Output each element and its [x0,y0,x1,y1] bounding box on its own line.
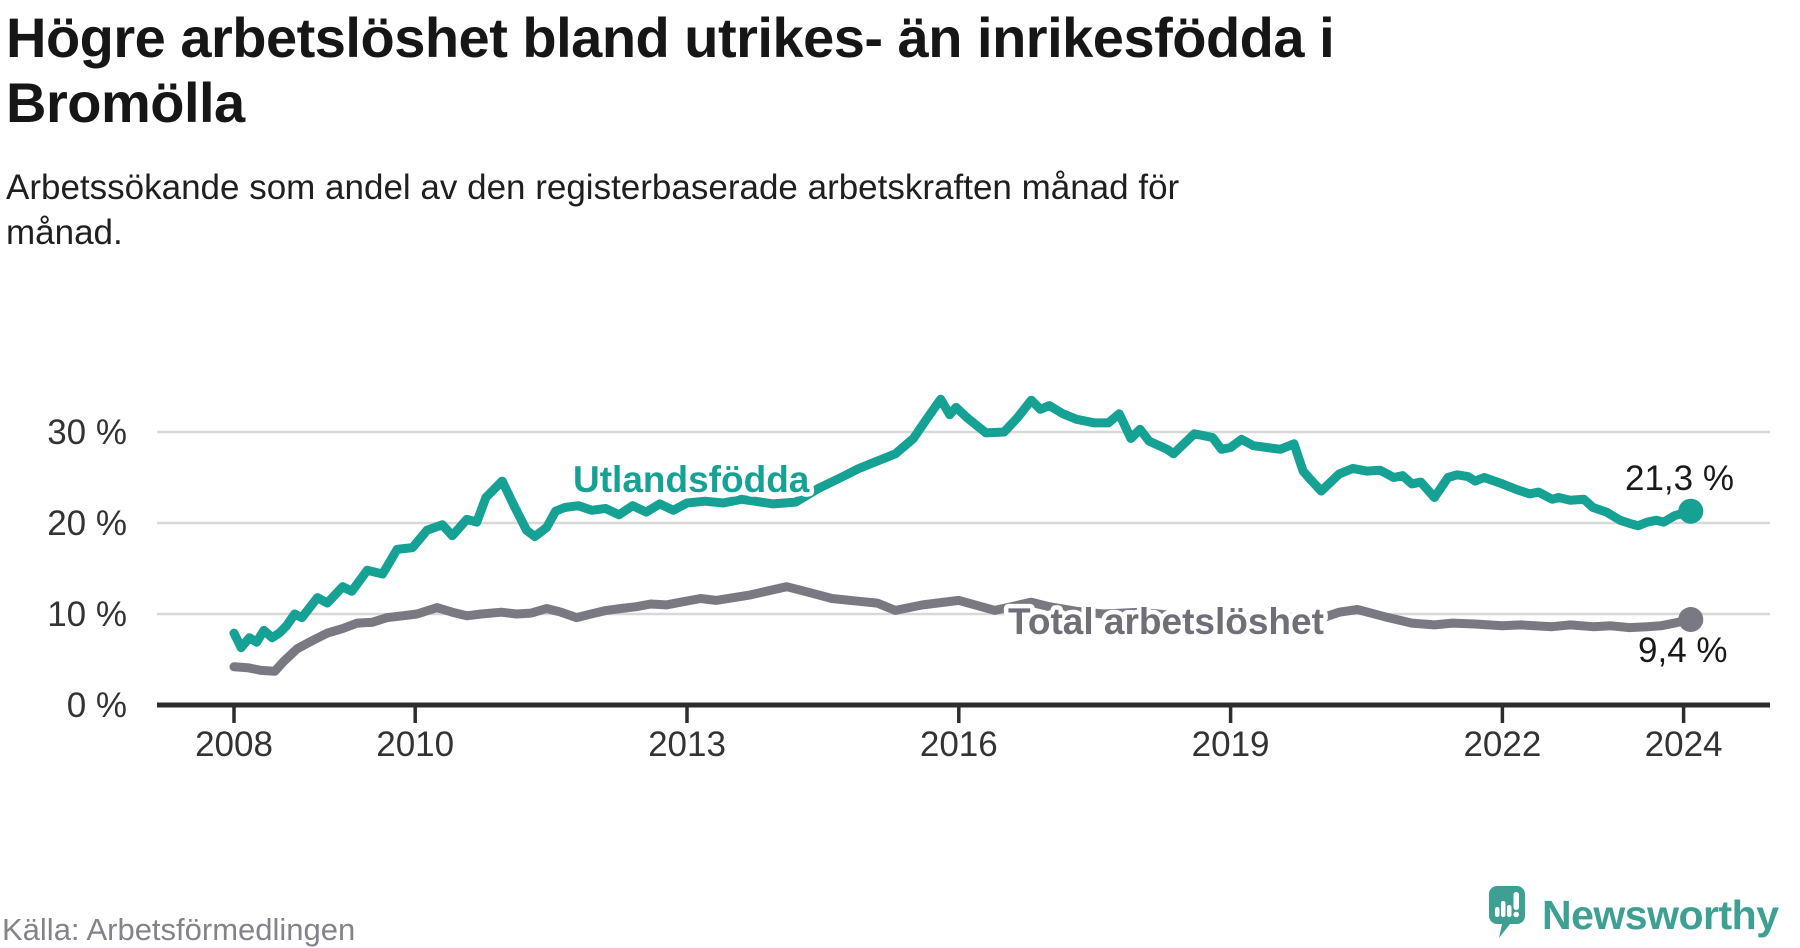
series-label: Total arbetslöshet [1008,601,1324,642]
y-axis-tick-label: 20 % [47,504,127,543]
logo-exclamation-dot [1513,911,1519,918]
newsworthy-logo[interactable]: Newsworthy [1488,884,1779,946]
logo-bar-small [1495,907,1500,917]
newsworthy-logo-icon [1489,886,1525,938]
newsworthy-logo-text: Newsworthy [1542,891,1779,938]
logo-bar-medium [1507,905,1512,917]
series-label: Utlandsfödda [573,459,810,500]
y-axis-tick-label: 30 % [47,413,127,452]
page-title-line-2: Bromölla [6,70,245,134]
logo-bar-tall [1501,901,1506,917]
series-line-utlandsf-dda [229,394,1696,653]
y-axis-tick-label: 10 % [47,595,127,634]
page-subtitle-line-1: Arbetssökande som andel av den registerb… [6,168,1180,207]
series-line-total-arbetsl-shet [229,582,1696,676]
series-utlandsf-dda [229,394,1704,653]
y-axis-labels: 0 % 10 % 20 % 30 % [47,413,127,725]
x-axis [157,702,1770,723]
end-value-label: 21,3 % [1625,459,1734,498]
y-axis-tick-label: 0 % [67,686,127,725]
x-axis-labels: 2008 2010 2013 2016 2019 2022 2024 [195,725,1722,764]
source-attribution: Källa: Arbetsförmedlingen [2,912,356,947]
series-total-arbetsl-shet [229,582,1704,676]
series-end-dot-total-arbetsl-shet [1678,607,1704,632]
y-gridlines [157,430,1770,616]
logo-exclamation-bar [1513,892,1519,910]
x-axis-tick-label: 2013 [648,725,726,764]
x-axis-tick-label: 2019 [1192,725,1270,764]
x-axis-tick-label: 2008 [195,725,273,764]
x-axis-tick-label: 2010 [376,725,454,764]
page-subtitle-line-2: månad. [6,212,123,252]
page-title: Högre arbetslöshet bland utrikes- än inr… [6,6,1566,136]
end-value-label: 9,4 % [1638,631,1728,670]
page-title-line-1: Högre arbetslöshet bland utrikes- än inr… [6,6,1335,69]
x-axis-tick-label: 2022 [1463,725,1541,764]
x-axis-tick-label: 2024 [1645,725,1723,764]
series-end-dot-utlandsf-dda [1678,498,1704,524]
page-subtitle: Arbetssökande som andel av den registerb… [6,166,1476,256]
x-axis-tick-label: 2016 [920,725,998,764]
